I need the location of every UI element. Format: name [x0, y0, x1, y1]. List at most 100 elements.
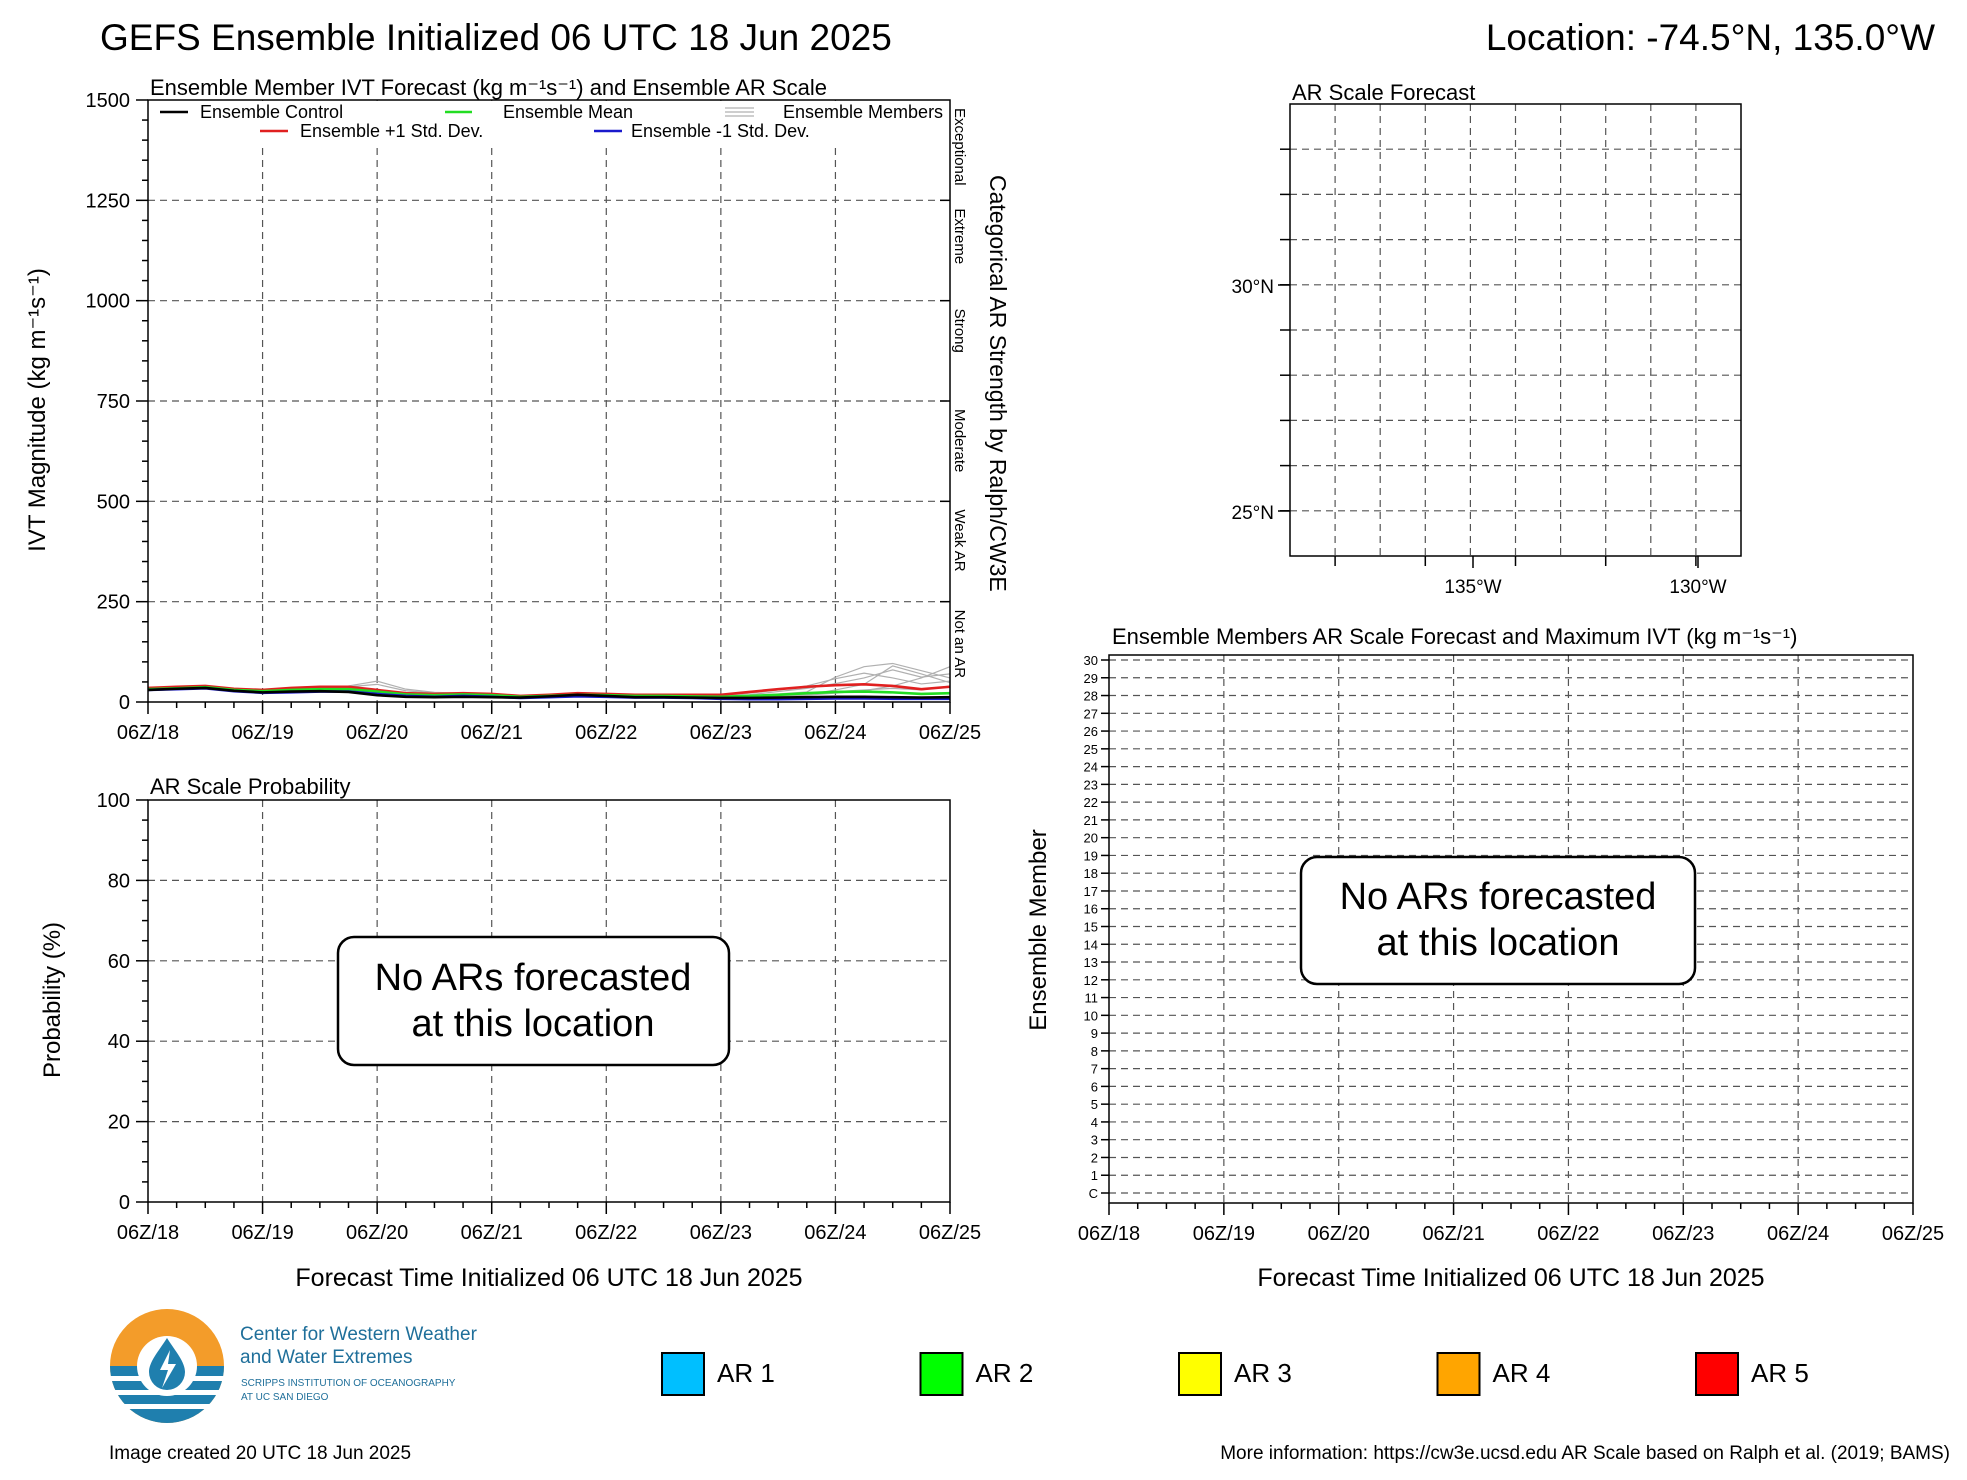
- ar-category-label: Not an AR: [951, 610, 968, 679]
- members-x-tick-label: 06Z/23: [1652, 1223, 1714, 1245]
- members-message-line2: at this location: [1377, 922, 1620, 964]
- ivt-y-tick-label: 1250: [86, 190, 131, 212]
- ar-category-label: Extreme: [951, 208, 968, 264]
- member-tick-label: 2: [1091, 1150, 1098, 1165]
- org-sub-line2: AT UC SAN DIEGO: [241, 1392, 329, 1403]
- member-tick-label: 17: [1084, 884, 1098, 899]
- ivt-x-tick-label: 06Z/19: [231, 722, 293, 744]
- probability-y-ticks: 0 20 40 60 80 100: [97, 790, 148, 1214]
- ivt-y-ticks: 0 250 500 750 1000 1250 1500: [86, 90, 148, 714]
- ivt-y-tick-label: 250: [97, 592, 130, 614]
- probability-message-box: [336, 935, 731, 1067]
- members-x-tick-label: 06Z/24: [1767, 1223, 1829, 1245]
- member-tick-label: 14: [1084, 937, 1098, 952]
- members-message-line1: No ARs forecasted: [1340, 876, 1657, 918]
- ar-category-label: Weak AR: [951, 509, 968, 571]
- ivt-y-tick-label: 750: [97, 391, 130, 413]
- member-tick-label: 1: [1091, 1168, 1098, 1183]
- org-name-line2: and Water Extremes: [240, 1347, 412, 1368]
- map-lon-tick-135w: 135°W: [1444, 577, 1501, 598]
- ar-strength-label: Categorical AR Strength by Ralph/CW3E: [985, 175, 1011, 592]
- members-message-box: [1299, 855, 1697, 986]
- members-x-tick-label: 06Z/25: [1882, 1223, 1944, 1245]
- probability-y-tick-label: 60: [108, 951, 130, 973]
- member-tick-label: 13: [1084, 955, 1098, 970]
- member-tick-label: 30: [1084, 653, 1098, 668]
- members-x-axis-label: Forecast Time Initialized 06 UTC 18 Jun …: [1257, 1264, 1764, 1292]
- map-title: AR Scale Forecast: [1292, 80, 1475, 105]
- member-tick-label: 8: [1091, 1044, 1098, 1059]
- map-panel: AR Scale Forecast 30°N 25°N 135°W 130°W: [1232, 80, 1742, 598]
- member-tick-label: 11: [1085, 991, 1099, 1006]
- member-tick-label: 20: [1084, 831, 1098, 846]
- member-tick-label: 28: [1084, 689, 1098, 704]
- ar-5-swatch: [1695, 1352, 1739, 1396]
- ivt-y-tick-label: 1500: [86, 90, 131, 112]
- members-x-tick-label: 06Z/18: [1078, 1223, 1140, 1245]
- ivt-x-tick-label: 06Z/22: [575, 722, 637, 744]
- probability-x-axis-label: Forecast Time Initialized 06 UTC 18 Jun …: [295, 1264, 802, 1292]
- map-lat-tick-25n: 25°N: [1232, 503, 1274, 524]
- ivt-x-ticks: 06Z/18 06Z/19 06Z/20 06Z/21 06Z/22 06Z/23 06Z/…: [117, 702, 981, 744]
- legend-control-label: Ensemble Control: [200, 102, 343, 122]
- cw3e-logo: [110, 1309, 224, 1423]
- ar-scale-legend: AR 1 AR 2 AR 3 AR 4 AR 5: [661, 1352, 1809, 1396]
- legend-swatch-members: [725, 107, 754, 117]
- ivt-x-tick-label: 06Z/18: [117, 722, 179, 744]
- probability-x-tick-label: 06Z/24: [804, 1222, 866, 1244]
- members-y-ticks: C123456789101112131415161718192021222324…: [1084, 653, 1109, 1201]
- ar-category-label: Strong: [951, 309, 968, 353]
- probability-x-tick-label: 06Z/25: [919, 1222, 981, 1244]
- location-label: Location: -74.5°N, 135.0°W: [1486, 17, 1935, 58]
- probability-message-line1: No ARs forecasted: [375, 957, 692, 999]
- member-tick-label: 5: [1091, 1097, 1098, 1112]
- lightning-icon: [160, 1350, 176, 1388]
- members-title: Ensemble Members AR Scale Forecast and M…: [1112, 624, 1797, 649]
- members-x-tick-label: 06Z/22: [1537, 1223, 1599, 1245]
- image-created-text: Image created 20 UTC 18 Jun 2025: [109, 1443, 411, 1464]
- probability-x-tick-label: 06Z/18: [117, 1222, 179, 1244]
- ar-1-label: AR 1: [717, 1358, 775, 1388]
- probability-y-tick-label: 100: [97, 790, 130, 812]
- probability-x-tick-label: 06Z/22: [575, 1222, 637, 1244]
- legend-plus-std-label: Ensemble +1 Std. Dev.: [300, 121, 483, 141]
- probability-y-tick-label: 80: [108, 870, 130, 892]
- ivt-y-tick-label: 500: [97, 491, 130, 513]
- probability-x-tick-label: 06Z/21: [461, 1222, 523, 1244]
- members-x-tick-label: 06Z/19: [1193, 1223, 1255, 1245]
- members-panel: Ensemble Members AR Scale Forecast and M…: [1025, 624, 1944, 1292]
- members-x-tick-label: 06Z/21: [1422, 1223, 1484, 1245]
- ar-2-swatch: [919, 1352, 964, 1396]
- member-tick-label: 18: [1084, 866, 1098, 881]
- map-frame: [1289, 103, 1742, 557]
- member-tick-label: 6: [1091, 1079, 1098, 1094]
- member-tick-label: 25: [1084, 742, 1098, 757]
- map-grid: [1280, 104, 1741, 566]
- member-tick-label: C: [1089, 1186, 1098, 1201]
- ivt-x-tick-label: 06Z/24: [804, 722, 866, 744]
- member-tick-label: 21: [1084, 813, 1098, 828]
- ivt-legend: Ensemble Control Ensemble Mean Ensemble …: [150, 101, 946, 143]
- ivt-grid: [148, 100, 950, 702]
- member-tick-label: 4: [1091, 1115, 1098, 1130]
- ar-1-swatch: [661, 1352, 705, 1396]
- ivt-x-tick-label: 06Z/23: [690, 722, 752, 744]
- member-tick-label: 22: [1084, 795, 1098, 810]
- member-tick-label: 24: [1084, 760, 1098, 775]
- series-line-control: [147, 686, 951, 700]
- member-tick-label: 27: [1084, 706, 1098, 721]
- ar-category-labels: Exceptional Extreme Strong Moderate Weak AR N…: [940, 108, 968, 678]
- member-tick-label: 19: [1084, 848, 1098, 863]
- member-tick-label: 7: [1091, 1062, 1098, 1077]
- member-tick-label: 29: [1084, 671, 1098, 686]
- probability-x-ticks: 06Z/18 06Z/19 06Z/20 06Z/21 06Z/22 06Z/23 06Z/…: [117, 1202, 981, 1244]
- legend-minus-std-label: Ensemble -1 Std. Dev.: [631, 121, 810, 141]
- member-tick-label: 16: [1084, 902, 1098, 917]
- ivt-y-tick-label: 1000: [86, 291, 131, 313]
- member-tick-label: 3: [1091, 1133, 1098, 1148]
- ar-4-label: AR 4: [1493, 1358, 1551, 1388]
- ar-3-label: AR 3: [1234, 1358, 1292, 1388]
- ivt-y-axis-label: IVT Magnitude (kg m⁻¹s⁻¹): [24, 268, 51, 552]
- member-tick-label: 23: [1084, 777, 1098, 792]
- ar-5-label: AR 5: [1751, 1358, 1809, 1388]
